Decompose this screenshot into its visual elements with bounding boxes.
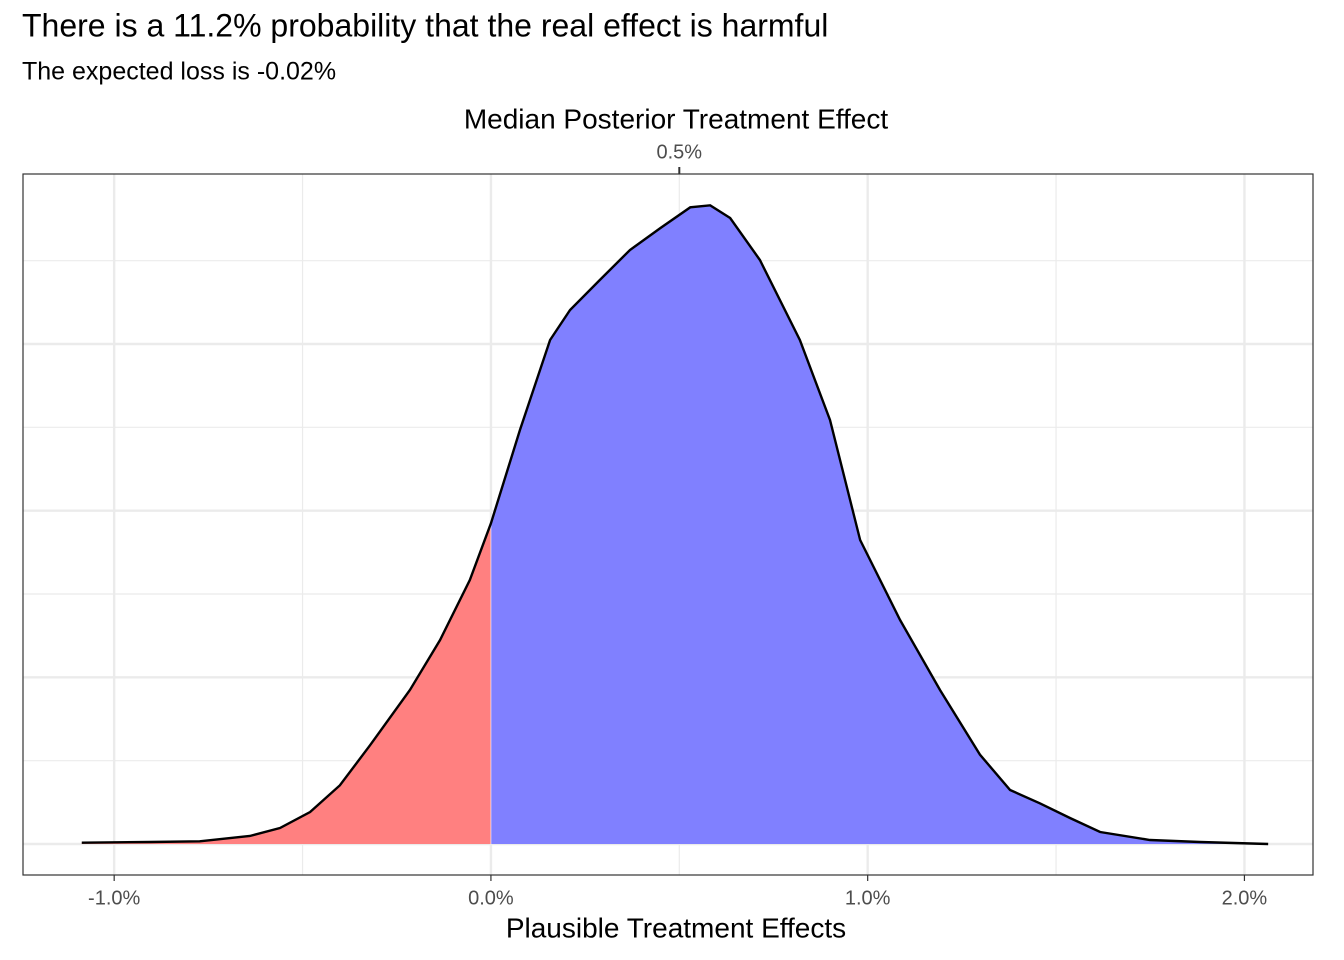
density-area [490,205,1269,845]
density-line [81,204,1269,846]
x-tick-label: 1.0% [845,887,891,909]
top-axis-title: Median Posterior Treatment Effect [464,103,889,134]
x-tick-label: 2.0% [1222,887,1268,909]
density-area [81,523,491,844]
x-tick-label: -1.0% [88,887,140,909]
chart-subtitle: The expected loss is -0.02% [22,58,336,86]
x-axis-title: Plausible Treatment Effects [506,912,846,943]
median-label: 0.5% [657,141,703,163]
plot-border [22,173,1314,876]
chart-title: There is a 11.2% probability that the re… [22,7,828,43]
x-tick-label: 0.0% [468,887,514,909]
